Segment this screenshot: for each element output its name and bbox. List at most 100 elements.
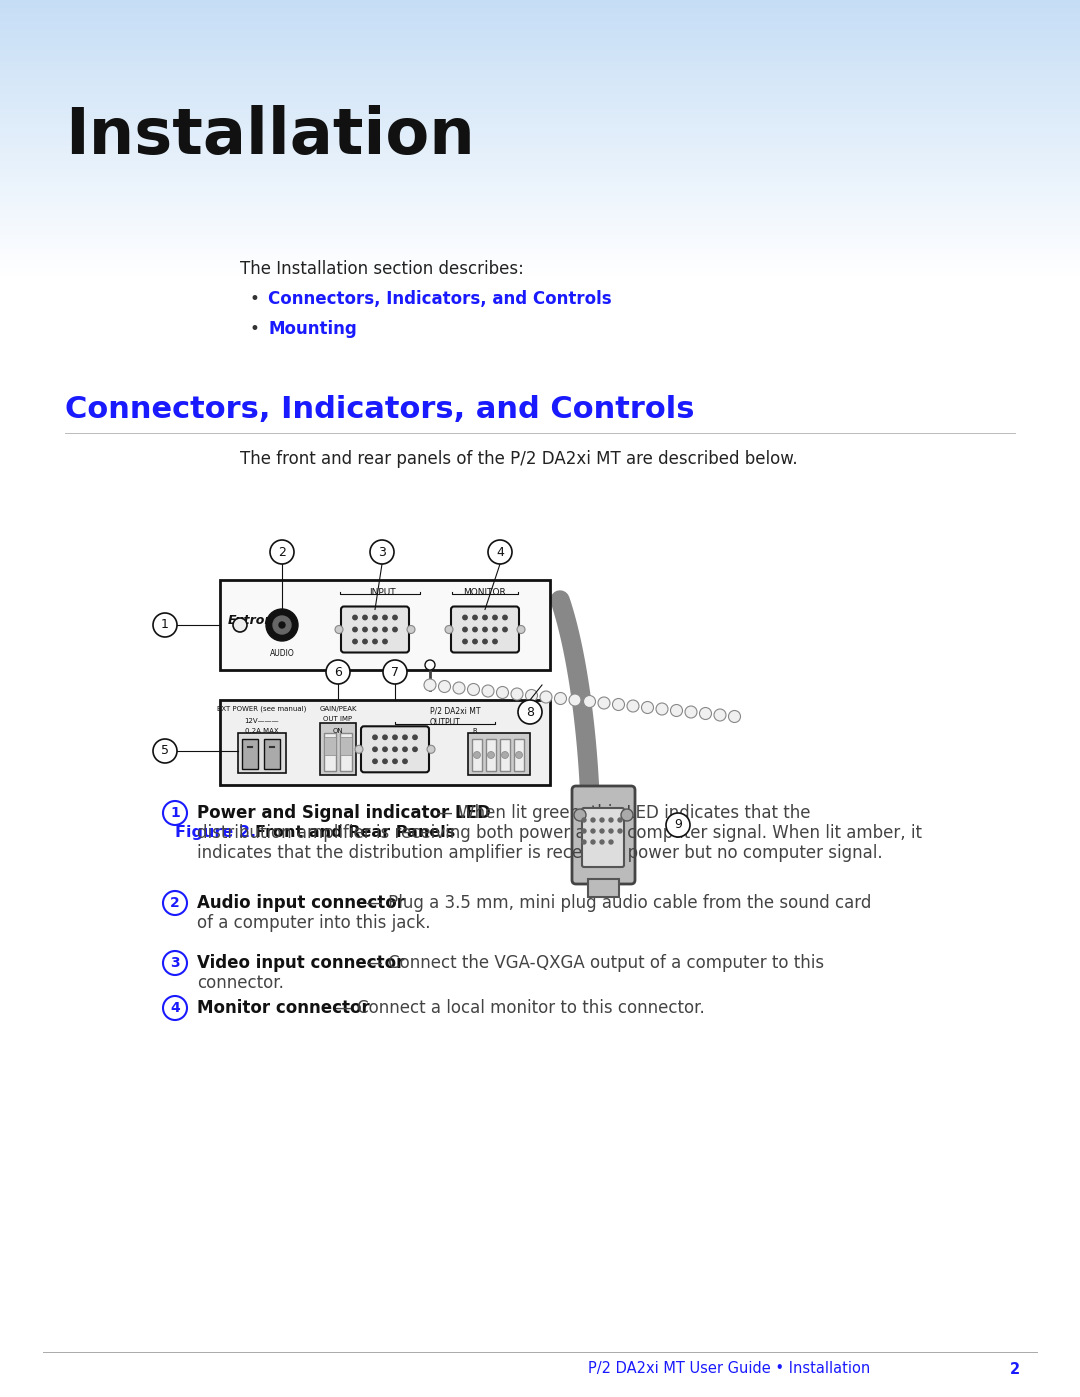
Circle shape xyxy=(598,697,610,710)
Text: Power and Signal indicator LED: Power and Signal indicator LED xyxy=(197,805,490,821)
Circle shape xyxy=(483,640,487,644)
Circle shape xyxy=(473,752,481,759)
Text: 2: 2 xyxy=(1010,1362,1020,1376)
Circle shape xyxy=(482,685,494,697)
Circle shape xyxy=(382,627,388,631)
Text: R: R xyxy=(473,728,477,733)
Bar xyxy=(324,738,336,754)
Circle shape xyxy=(517,626,525,633)
Circle shape xyxy=(153,739,177,763)
Circle shape xyxy=(591,840,595,844)
Circle shape xyxy=(656,703,669,715)
Circle shape xyxy=(427,746,435,753)
Circle shape xyxy=(355,746,363,753)
Circle shape xyxy=(335,626,343,633)
Circle shape xyxy=(426,659,435,671)
Circle shape xyxy=(407,626,415,633)
FancyBboxPatch shape xyxy=(361,726,429,773)
FancyBboxPatch shape xyxy=(572,787,635,884)
Text: 6: 6 xyxy=(334,665,342,679)
Text: of a computer into this jack.: of a computer into this jack. xyxy=(197,914,431,932)
Text: OUTPUT: OUTPUT xyxy=(430,718,460,726)
Circle shape xyxy=(554,693,567,704)
Text: Figure 2.: Figure 2. xyxy=(175,826,256,840)
Text: The Installation section describes:: The Installation section describes: xyxy=(240,260,524,278)
Text: 2: 2 xyxy=(278,545,286,559)
Circle shape xyxy=(488,541,512,564)
Circle shape xyxy=(382,747,388,752)
Circle shape xyxy=(492,627,497,631)
Text: The front and rear panels of the P/2 DA2xi MT are described below.: The front and rear panels of the P/2 DA2… xyxy=(240,450,798,468)
Text: 1: 1 xyxy=(161,619,168,631)
Circle shape xyxy=(609,819,613,821)
Text: 9: 9 xyxy=(674,819,681,831)
Text: Audio input connector: Audio input connector xyxy=(197,894,405,912)
Circle shape xyxy=(511,687,523,700)
Circle shape xyxy=(373,759,377,764)
Text: OUT IMP: OUT IMP xyxy=(323,717,352,722)
Circle shape xyxy=(468,683,480,696)
Bar xyxy=(324,733,336,771)
Text: ON: ON xyxy=(333,728,343,733)
Circle shape xyxy=(393,615,397,620)
Circle shape xyxy=(609,828,613,833)
Bar xyxy=(264,739,280,768)
Circle shape xyxy=(627,700,639,712)
Circle shape xyxy=(666,813,690,837)
Circle shape xyxy=(618,819,622,821)
Circle shape xyxy=(609,840,613,844)
Text: •: • xyxy=(249,320,260,338)
Bar xyxy=(514,739,524,771)
Circle shape xyxy=(403,747,407,752)
Text: distribution amplifier is receiving both power and a computer signal. When lit a: distribution amplifier is receiving both… xyxy=(197,824,922,842)
FancyBboxPatch shape xyxy=(582,807,624,868)
Circle shape xyxy=(373,640,377,644)
Circle shape xyxy=(270,541,294,564)
Text: EXT POWER (see manual): EXT POWER (see manual) xyxy=(217,705,307,712)
Circle shape xyxy=(487,752,495,759)
Circle shape xyxy=(503,627,508,631)
Circle shape xyxy=(403,735,407,739)
Circle shape xyxy=(671,704,683,717)
Bar xyxy=(588,879,619,897)
Circle shape xyxy=(583,696,595,707)
Circle shape xyxy=(163,996,187,1020)
Bar xyxy=(340,733,352,771)
Text: 0.2A MAX: 0.2A MAX xyxy=(245,728,279,733)
Circle shape xyxy=(591,819,595,821)
Text: P/2 DA2xi MT: P/2 DA2xi MT xyxy=(430,705,481,715)
Text: indicates that the distribution amplifier is receiving power but no computer sig: indicates that the distribution amplifie… xyxy=(197,844,882,862)
Circle shape xyxy=(413,747,417,752)
Circle shape xyxy=(393,747,397,752)
Text: 12V———: 12V——— xyxy=(245,718,280,724)
Circle shape xyxy=(233,617,247,631)
Text: GAIN/PEAK: GAIN/PEAK xyxy=(320,705,356,712)
Circle shape xyxy=(463,615,468,620)
Circle shape xyxy=(382,640,388,644)
Circle shape xyxy=(503,615,508,620)
Text: 8: 8 xyxy=(526,705,534,718)
Circle shape xyxy=(483,615,487,620)
Circle shape xyxy=(582,819,586,821)
Bar xyxy=(220,580,550,671)
Bar xyxy=(320,724,356,775)
Circle shape xyxy=(393,735,397,739)
Circle shape xyxy=(153,613,177,637)
Text: 4: 4 xyxy=(171,1002,180,1016)
Circle shape xyxy=(473,640,477,644)
Text: Connectors, Indicators, and Controls: Connectors, Indicators, and Controls xyxy=(65,395,694,425)
Text: Mounting: Mounting xyxy=(268,320,356,338)
Circle shape xyxy=(573,809,586,821)
Bar xyxy=(0,279,1080,1397)
Text: •: • xyxy=(249,291,260,307)
Circle shape xyxy=(463,640,468,644)
Circle shape xyxy=(353,615,357,620)
Circle shape xyxy=(279,622,285,629)
Circle shape xyxy=(370,541,394,564)
Circle shape xyxy=(700,707,712,719)
Circle shape xyxy=(403,759,407,764)
Text: Front and Rear Panels: Front and Rear Panels xyxy=(255,826,456,840)
Text: 2: 2 xyxy=(171,895,180,909)
Circle shape xyxy=(483,627,487,631)
Text: 3: 3 xyxy=(378,545,386,559)
